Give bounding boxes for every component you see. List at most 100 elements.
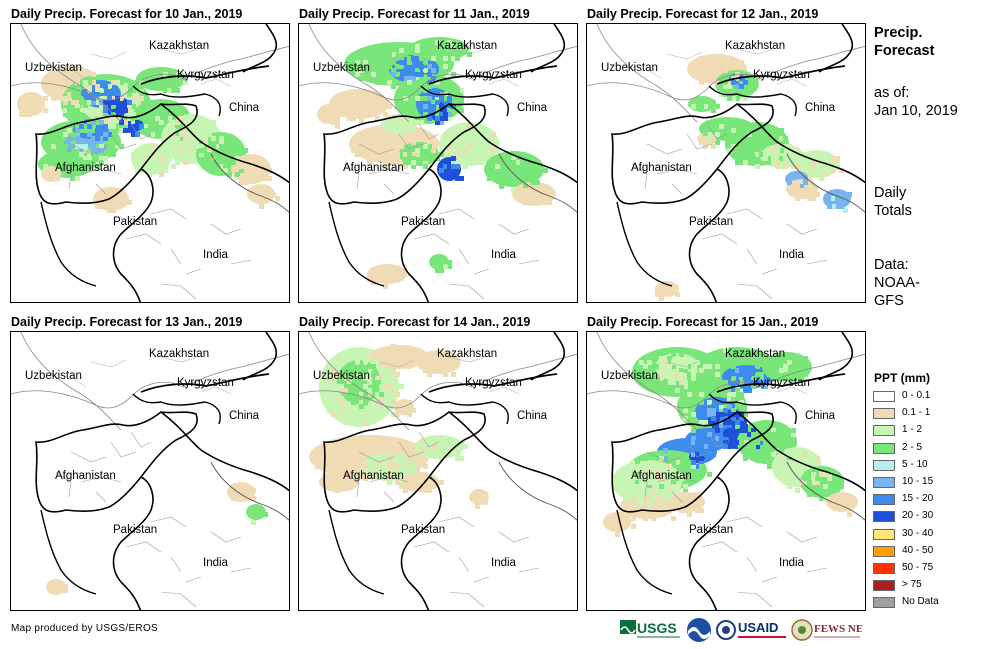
precip-cell — [707, 412, 712, 417]
precip-cell — [51, 144, 56, 149]
precip-cell — [703, 444, 708, 449]
precip-cell — [775, 460, 780, 465]
precip-cell — [427, 140, 432, 145]
precip-cell — [663, 456, 668, 461]
precip-cell — [119, 112, 124, 117]
precip-cell — [667, 468, 672, 473]
precip-cell — [135, 168, 140, 173]
precip-cell — [67, 72, 72, 77]
precip-cell — [199, 152, 204, 157]
precip-cell — [95, 196, 100, 201]
precip-cell — [371, 52, 376, 57]
sidebar-asof: as of: Jan 10, 2019 — [874, 84, 958, 120]
precip-cell — [255, 160, 260, 165]
precip-cell — [419, 80, 424, 85]
precip-cell — [739, 80, 744, 85]
precip-cell — [79, 152, 84, 157]
precip-cell — [79, 156, 84, 161]
precip-cell — [803, 156, 808, 161]
precip-cell — [43, 172, 48, 177]
precip-cell — [667, 356, 672, 361]
precip-cell — [759, 428, 764, 433]
precip-cell — [443, 116, 448, 121]
precip-cell — [407, 76, 412, 81]
borders-layer — [299, 332, 577, 610]
precip-cell — [719, 392, 724, 397]
precip-cell — [91, 144, 96, 149]
precip-cell — [771, 148, 776, 153]
precip-cell — [171, 76, 176, 81]
precip-cell — [507, 172, 512, 177]
precip-cell — [387, 480, 392, 485]
precip-cell — [71, 132, 76, 137]
precip-cell — [743, 160, 748, 165]
precip-cell — [451, 56, 456, 61]
precip-cell — [75, 164, 80, 169]
precip-cell — [835, 472, 840, 477]
precip-cell — [787, 452, 792, 457]
precip-cell — [815, 476, 820, 481]
precip-cell — [423, 76, 428, 81]
precip-cell — [419, 64, 424, 69]
precip-cell — [519, 188, 524, 193]
precip-cell — [415, 120, 420, 125]
precip-cell — [639, 488, 644, 493]
precip-cell — [99, 120, 104, 125]
precip-cell — [363, 152, 368, 157]
precip-cell — [411, 156, 416, 161]
precip-cell — [639, 360, 644, 365]
precip-cell — [435, 100, 440, 105]
precip-cell — [63, 160, 68, 165]
precip-cell — [391, 384, 396, 389]
precip-cell — [687, 376, 692, 381]
precip-cell — [707, 440, 712, 445]
precip-cell — [483, 492, 488, 497]
precip-cell — [451, 164, 456, 169]
precip-cell — [463, 48, 468, 53]
precip-cell — [631, 524, 636, 529]
precip-cell — [823, 492, 828, 497]
precip-cell — [111, 88, 116, 93]
legend-label: 2 - 5 — [902, 441, 923, 453]
precip-cell — [779, 148, 784, 153]
precip-cell — [695, 396, 700, 401]
precip-cell — [723, 420, 728, 425]
precip-cell — [659, 500, 664, 505]
precip-cell — [671, 504, 676, 509]
precip-cell — [75, 108, 80, 113]
precip-cell — [771, 156, 776, 161]
precip-cell — [451, 360, 456, 365]
precip-cell — [215, 144, 220, 149]
precip-cell — [631, 372, 636, 377]
precip-cell — [135, 156, 140, 161]
precip-cell — [759, 440, 764, 445]
precip-cell — [103, 120, 108, 125]
precip-cell — [443, 96, 448, 101]
forecast-map: Kazakhstan Uzbekistan Kyrgyzstan China Afgha… — [298, 331, 578, 611]
precip-cell — [347, 464, 352, 469]
precip-cell — [411, 452, 416, 457]
precip-cell — [699, 68, 704, 73]
precip-cell — [791, 184, 796, 189]
precip-cell — [363, 400, 368, 405]
precip-cell — [355, 376, 360, 381]
precip-cell — [719, 428, 724, 433]
precip-cell — [103, 132, 108, 137]
precip-cell — [375, 392, 380, 397]
precip-cell — [335, 120, 340, 125]
precip-cell — [763, 160, 768, 165]
precip-cell — [403, 48, 408, 53]
precip-cell — [375, 108, 380, 113]
precip-cell — [479, 136, 484, 141]
map-svg — [587, 332, 865, 610]
precip-cell — [699, 388, 704, 393]
sidebar-totals: Daily Totals — [874, 184, 912, 220]
precip-cell — [675, 292, 680, 297]
precip-cell — [263, 164, 268, 169]
precip-cell — [103, 136, 108, 141]
precip-cell — [371, 364, 376, 369]
precip-cell — [415, 72, 420, 77]
precip-cell — [515, 176, 520, 181]
precip-cell — [359, 452, 364, 457]
precip-cell — [807, 196, 812, 201]
